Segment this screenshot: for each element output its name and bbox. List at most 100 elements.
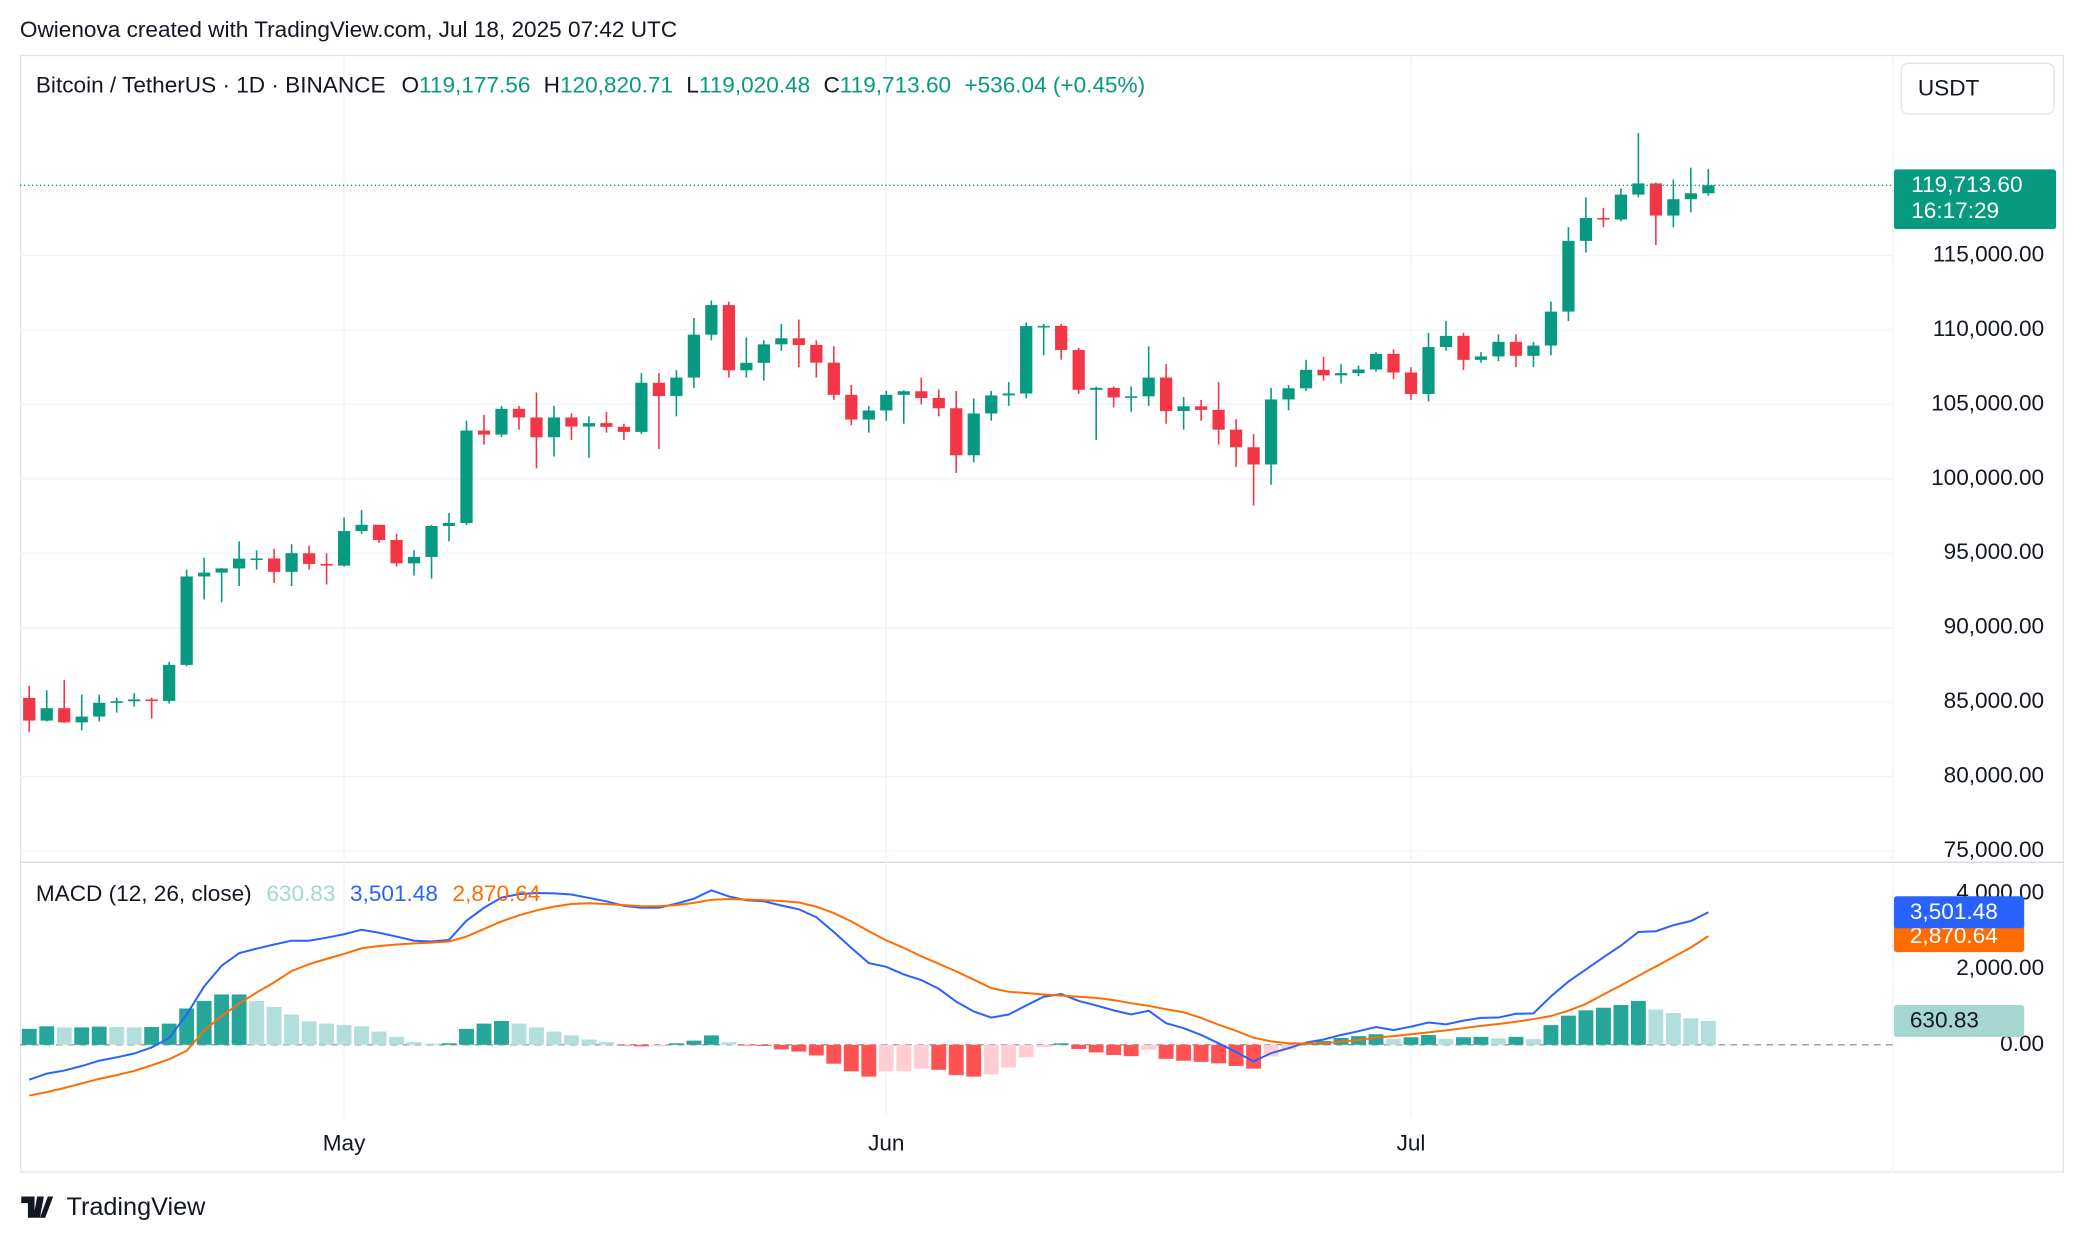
candle-body — [250, 558, 263, 561]
histogram-bar — [406, 1042, 422, 1045]
candle-body — [565, 417, 578, 427]
candle-body — [1667, 199, 1680, 216]
histogram-bar — [1491, 1038, 1506, 1045]
candle-body — [1177, 406, 1190, 412]
candle-body — [652, 382, 666, 397]
signal-value: 2,870.64 — [453, 881, 541, 906]
histogram-bar — [1613, 1005, 1629, 1045]
candle-body — [1002, 393, 1015, 396]
histogram-bar — [1106, 1044, 1122, 1056]
histogram-bar — [948, 1044, 964, 1076]
candle-body — [1020, 326, 1033, 394]
histogram-bar — [721, 1042, 737, 1045]
symbol: Bitcoin / TetherUS · 1D · BINANCE — [36, 73, 386, 98]
ohlc-name: H — [544, 73, 560, 98]
price-legend: Bitcoin / TetherUS · 1D · BINANCE O119,17… — [36, 73, 1145, 98]
histogram-bar — [179, 1008, 195, 1045]
candle-body — [1457, 335, 1470, 360]
candle-body — [757, 344, 770, 363]
histogram-bar — [738, 1044, 754, 1046]
candle-body — [985, 395, 998, 414]
histogram-bar — [1246, 1044, 1262, 1069]
histogram-bar — [808, 1044, 824, 1056]
histogram-bar — [633, 1044, 649, 1047]
histogram-bar — [319, 1023, 335, 1045]
candle-body — [810, 344, 823, 363]
candle-body — [180, 576, 193, 665]
histogram-bar — [598, 1042, 614, 1045]
candle-body — [477, 430, 491, 435]
change: +536.04 (+0.45%) — [964, 73, 1145, 98]
ohlc-name: O — [401, 73, 419, 98]
candle-body — [1229, 429, 1243, 448]
histogram-bar — [1403, 1037, 1419, 1045]
histogram-bar — [231, 994, 247, 1045]
candle-body — [705, 305, 718, 335]
histogram-bar — [1421, 1034, 1436, 1045]
currency[interactable]: USDT — [1918, 75, 1980, 100]
marks — [21, 133, 1716, 1097]
histogram-bar — [826, 1044, 842, 1064]
candle-body — [1160, 377, 1173, 412]
histogram-bar — [668, 1043, 684, 1045]
ohlc-value: 119,020.48 — [699, 73, 810, 98]
histogram-bar — [1438, 1038, 1454, 1045]
attribution: Owienova created with TradingView.com, J… — [20, 17, 677, 42]
candle-body — [1037, 325, 1050, 328]
candle-body — [547, 417, 561, 438]
ohlc-value: 119,713.60 — [840, 73, 951, 98]
histogram-bar — [791, 1044, 807, 1052]
histogram-bar — [284, 1014, 300, 1045]
currency-button[interactable]: USDT — [1900, 62, 2055, 115]
currency-box[interactable] — [1900, 62, 2055, 115]
candle-body — [495, 408, 508, 435]
macd-legend: MACD (12, 26, close) 630.83 3,501.48 2,870.… — [36, 881, 541, 906]
value-box — [1893, 1004, 2025, 1037]
candle-body — [75, 716, 88, 723]
candle-body — [530, 417, 543, 438]
candle-body — [1282, 388, 1295, 400]
histogram-bar — [21, 1028, 37, 1045]
histogram-bar — [39, 1026, 55, 1045]
histogram-bar — [1456, 1037, 1471, 1045]
histogram-bar — [266, 1006, 282, 1045]
candle-body — [1579, 217, 1593, 241]
candle-body — [582, 423, 596, 427]
histogram-bar — [564, 1035, 579, 1045]
histogram-bar — [1053, 1043, 1069, 1045]
histogram-bar — [109, 1027, 125, 1045]
histogram-bar — [371, 1031, 387, 1045]
candle-body — [1597, 217, 1610, 220]
candle-body — [320, 563, 333, 566]
ohlc-value: 119,177.56 — [419, 73, 530, 98]
candle-body — [1614, 194, 1628, 220]
candle-body — [792, 338, 805, 345]
candle-body — [1527, 345, 1540, 356]
candle-body — [93, 702, 106, 717]
histogram-bar — [1508, 1036, 1524, 1045]
candle-body — [58, 708, 71, 723]
value-box-label: 630.83 — [1910, 1008, 1979, 1033]
histogram-bar — [1630, 1000, 1646, 1045]
histogram-bar — [1141, 1044, 1157, 1050]
histogram-bar — [1071, 1044, 1087, 1049]
y-tick-label: 105,000.00 — [1931, 390, 2044, 415]
macd-title: MACD (12, 26, close) — [36, 881, 252, 906]
histogram-bar — [686, 1040, 702, 1045]
candle-body — [670, 377, 683, 397]
histogram-bar — [1088, 1044, 1104, 1053]
y-tick-label: 95,000.00 — [1944, 539, 2044, 564]
candle-body — [425, 525, 438, 557]
candle-body — [1125, 396, 1138, 398]
histogram-bar — [896, 1044, 912, 1072]
candle-body — [110, 701, 123, 703]
histogram-bar — [196, 1000, 212, 1045]
candle-body — [635, 382, 648, 432]
candle-body — [285, 553, 298, 572]
candle-body — [145, 699, 158, 702]
histogram-bar — [1683, 1018, 1699, 1045]
candle-body — [687, 334, 701, 378]
histogram-bar — [1386, 1038, 1401, 1045]
y-tick-label: 80,000.00 — [1944, 763, 2044, 788]
